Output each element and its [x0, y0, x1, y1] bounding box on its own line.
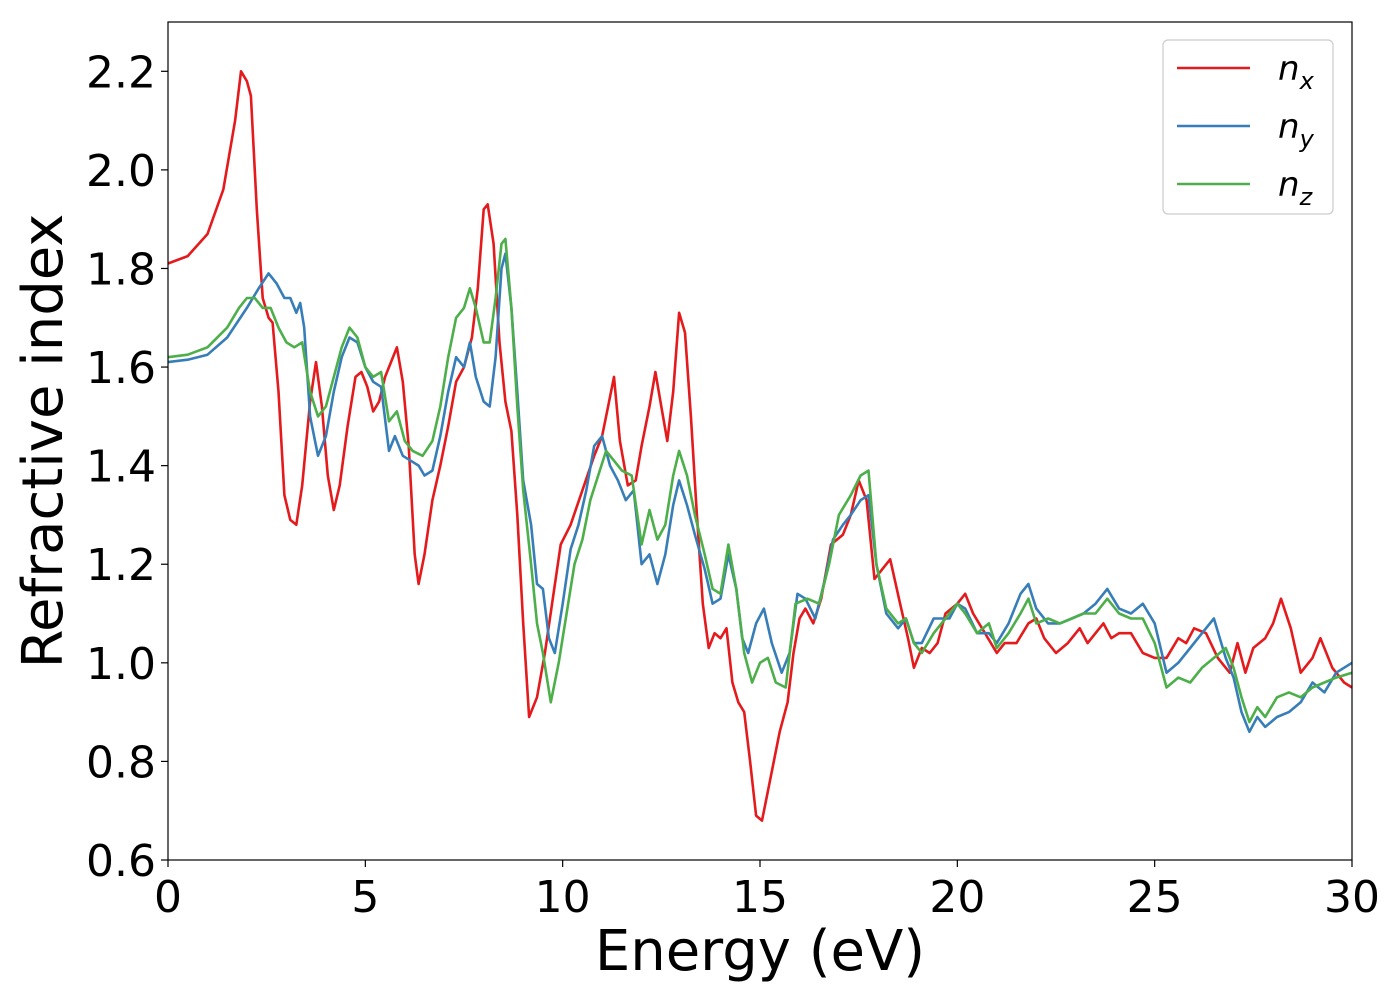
- legend-label: ny: [1278, 107, 1315, 153]
- plot-frame: [167, 21, 1353, 861]
- y-tick-label: 1.0: [86, 639, 156, 690]
- x-axis-ticks: 0 5 10 15 20 25 30: [154, 860, 1380, 923]
- series-line-n-x: [167, 70, 1353, 822]
- y-tick-label: 1.8: [86, 244, 156, 295]
- legend-label-subscript: y: [1299, 125, 1315, 153]
- y-axis-ticks: 0.6 0.8 1.0 1.2 1.4 1.6 1.8 2.0 2.2: [86, 47, 168, 887]
- legend-label-base: n: [1278, 49, 1300, 89]
- legend-label: nx: [1278, 49, 1315, 95]
- legend-label: nz: [1278, 165, 1314, 211]
- y-tick-label: 1.2: [86, 540, 156, 591]
- x-tick-label: 10: [535, 872, 591, 923]
- series-line-n-y: [167, 252, 1353, 734]
- x-tick-label: 5: [351, 872, 379, 923]
- y-tick-label: 1.6: [86, 343, 156, 394]
- x-tick-label: 20: [929, 872, 985, 923]
- y-axis-label: Refractive index: [11, 214, 76, 669]
- legend-label-base: n: [1278, 107, 1300, 147]
- x-tick-label: 0: [154, 872, 182, 923]
- legend-label-base: n: [1278, 165, 1300, 205]
- x-tick-label: 30: [1324, 872, 1380, 923]
- y-tick-label: 1.4: [86, 442, 156, 493]
- legend-label-subscript: x: [1299, 67, 1315, 95]
- x-tick-label: 25: [1127, 872, 1183, 923]
- plot-lines: [167, 70, 1353, 822]
- y-tick-label: 0.6: [86, 836, 156, 887]
- y-tick-label: 2.0: [86, 146, 156, 197]
- x-tick-label: 15: [732, 872, 788, 923]
- legend-label-subscript: z: [1299, 183, 1314, 211]
- y-tick-label: 0.8: [86, 737, 156, 788]
- series-line-n-z: [167, 237, 1353, 724]
- x-axis-label: Energy (eV): [595, 919, 925, 984]
- y-tick-label: 2.2: [86, 47, 156, 98]
